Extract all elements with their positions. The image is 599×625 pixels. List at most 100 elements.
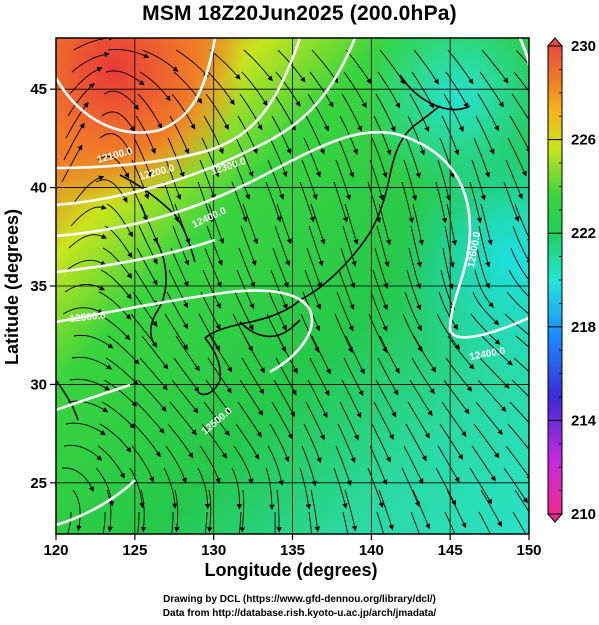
streamline [379, 49, 405, 85]
streamline [163, 467, 178, 509]
streamline [447, 335, 475, 370]
streamline [503, 467, 528, 504]
x-tick-label: 135 [280, 542, 305, 559]
streamline [98, 291, 132, 320]
streamline [515, 335, 529, 348]
streamline [477, 379, 507, 412]
streamline [141, 335, 169, 370]
streamline [133, 137, 152, 178]
streamline [141, 49, 179, 72]
streamline [139, 71, 171, 102]
streamline [439, 423, 464, 460]
streamline [481, 49, 509, 84]
streamline [107, 48, 150, 59]
streamline [444, 225, 455, 268]
streamline [472, 291, 500, 326]
streamline [311, 335, 331, 375]
streamline [129, 181, 148, 222]
streamline [71, 356, 112, 370]
streamline [479, 357, 510, 389]
streamline [506, 291, 529, 315]
streamline [269, 423, 290, 463]
streamline [407, 401, 430, 439]
streamline [105, 70, 145, 86]
streamline [99, 133, 132, 155]
streamline [197, 467, 211, 510]
streamline [301, 445, 317, 487]
streamline [437, 159, 451, 202]
streamline [133, 423, 161, 458]
streamline [299, 181, 315, 223]
streamline [170, 247, 189, 288]
y-tick-label: 30 [30, 376, 47, 393]
streamline [341, 379, 362, 419]
streamline [277, 49, 306, 83]
streamline [339, 115, 358, 155]
streamline [237, 115, 258, 155]
streamline [102, 247, 133, 279]
wind-streamlines [61, 38, 529, 534]
y-axis: 25 30 35 40 45 [30, 81, 56, 492]
streamline [510, 247, 529, 285]
streamline [200, 291, 221, 330]
streamline [309, 357, 330, 397]
streamline [240, 225, 257, 267]
streamline [374, 247, 389, 289]
streamline [378, 489, 394, 531]
streamline [275, 71, 301, 107]
streamline [334, 313, 353, 353]
streamline [101, 401, 136, 429]
streamline [371, 423, 391, 463]
streamline [238, 511, 242, 534]
y-tick-label: 35 [30, 278, 47, 295]
streamline [441, 401, 467, 438]
streamline [343, 357, 364, 397]
streamline [473, 137, 491, 178]
streamline [268, 291, 287, 331]
streamline [171, 93, 196, 130]
streamline [166, 291, 189, 330]
streamline [336, 291, 354, 332]
streamline [243, 49, 273, 82]
streamline [335, 445, 352, 487]
streamline [512, 511, 527, 534]
streamline [272, 247, 289, 288]
streamline [276, 489, 282, 533]
streamline [505, 445, 529, 481]
colorbar-tick-label: 214 [571, 412, 597, 429]
streamline [61, 467, 94, 493]
streamline [404, 291, 422, 332]
streamline [509, 401, 529, 424]
streamline [139, 357, 168, 391]
streamline [407, 115, 425, 156]
streamline [469, 467, 493, 505]
height-contours [56, 38, 529, 527]
streamline [402, 313, 423, 353]
streamline [505, 159, 523, 200]
streamline [236, 269, 255, 310]
y-axis-title: Latitude (degrees) [2, 209, 22, 365]
colorbar-tick-label: 210 [571, 506, 596, 523]
streamline [202, 269, 221, 309]
colorbar-tick-label: 218 [571, 319, 596, 336]
credit-drawing: Drawing by DCL (https://www.gfd-dennou.o… [163, 594, 436, 605]
streamline [367, 181, 382, 224]
streamline [412, 203, 424, 246]
streamline [474, 269, 494, 308]
y-tick-label: 40 [30, 180, 47, 197]
streamline [103, 90, 139, 111]
streamline [477, 93, 499, 132]
streamline [435, 467, 456, 506]
streamline [503, 181, 520, 223]
streamline [237, 401, 262, 438]
streamline [481, 335, 513, 366]
streamline [342, 225, 357, 267]
streamline [165, 159, 182, 201]
streamline [205, 93, 229, 130]
streamline [96, 313, 131, 341]
streamline [372, 269, 388, 311]
streamline [303, 423, 322, 464]
streamline [413, 335, 437, 373]
streamline [169, 401, 197, 436]
